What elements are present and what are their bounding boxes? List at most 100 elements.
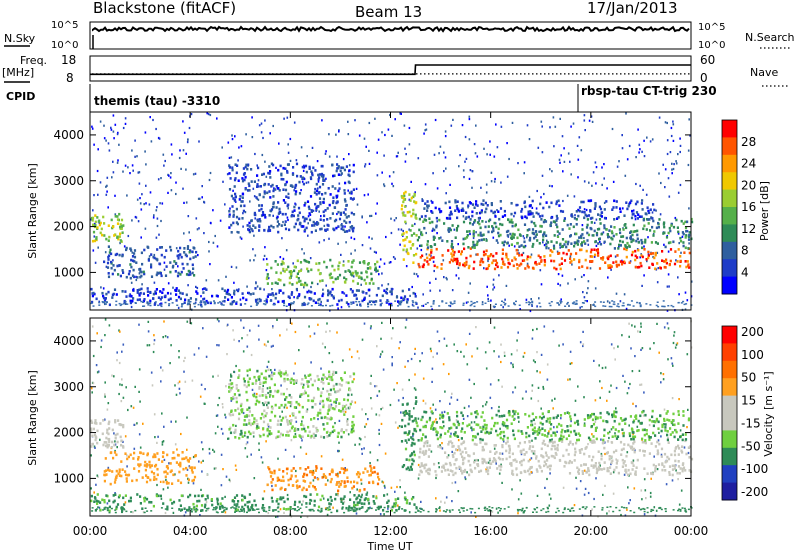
echo-cell — [615, 206, 618, 209]
echo-cell — [286, 420, 289, 424]
echo-cell — [328, 273, 331, 277]
echo-cell — [321, 193, 324, 196]
echo-cell — [286, 378, 289, 381]
echo-point — [677, 478, 679, 481]
echo-cell — [540, 225, 543, 228]
echo-cell — [216, 294, 219, 298]
echo-cell — [387, 499, 390, 503]
echo-cell — [354, 293, 358, 297]
echo-cell — [285, 434, 288, 437]
echo-point — [163, 261, 166, 264]
echo-point — [614, 432, 616, 435]
echo-cell — [406, 298, 409, 302]
echo-cell — [133, 252, 136, 255]
echo-cell — [155, 493, 158, 496]
echo-point — [512, 365, 514, 369]
echo-cell — [593, 229, 596, 233]
echo-point — [263, 343, 266, 346]
echo-point — [493, 350, 495, 353]
echo-cell — [424, 219, 428, 222]
echo-cell — [267, 171, 270, 175]
echo-point — [517, 331, 519, 334]
echo-cell — [390, 287, 393, 291]
echo-point — [301, 439, 303, 442]
echo-cell — [91, 442, 94, 446]
echo-cell — [664, 260, 667, 263]
echo-cell — [321, 279, 324, 282]
echo-cell — [461, 207, 464, 211]
echo-point — [470, 421, 473, 424]
echo-cell — [192, 506, 196, 510]
echo-point — [249, 200, 251, 203]
echo-point — [473, 459, 476, 462]
echo-point — [594, 399, 597, 402]
echo-point — [179, 149, 181, 152]
echo-cell — [305, 170, 308, 174]
echo-point — [660, 381, 662, 384]
echo-point — [262, 384, 264, 387]
echo-cell — [569, 234, 572, 237]
echo-point — [583, 493, 586, 496]
echo-cell — [271, 205, 275, 209]
echo-ground — [221, 300, 224, 302]
echo-cell — [454, 258, 457, 261]
echo-cell — [340, 298, 343, 302]
echo-point — [294, 432, 297, 436]
echo-cell — [277, 502, 280, 506]
echo-point — [552, 116, 555, 119]
echo-cell — [176, 274, 180, 278]
echo-point — [562, 199, 564, 203]
echo-cell — [181, 292, 184, 295]
echo-cell — [119, 225, 122, 229]
echo-cell — [332, 387, 335, 391]
echo-cell — [537, 254, 540, 258]
echo-ground — [622, 304, 625, 307]
echo-ground — [301, 304, 304, 307]
echo-ground — [503, 304, 506, 306]
echo-cell — [578, 266, 581, 269]
echo-cell — [228, 215, 231, 218]
echo-point — [381, 480, 384, 483]
echo-cell — [191, 471, 194, 474]
echo-point — [439, 145, 442, 148]
echo-cell — [235, 400, 238, 404]
echo-ground — [449, 301, 452, 303]
echo-point — [415, 273, 418, 276]
echo-cell — [320, 509, 323, 513]
echo-point — [328, 133, 330, 136]
echo-cell — [260, 207, 263, 211]
echo-point — [163, 425, 165, 428]
echo-point — [303, 286, 305, 289]
echo-point — [600, 452, 603, 456]
echo-cell — [452, 253, 455, 257]
echo-point — [316, 160, 319, 163]
echo-point — [139, 400, 141, 403]
echo-cell — [512, 264, 515, 268]
echo-cell — [520, 207, 524, 211]
echo-point — [97, 193, 99, 196]
echo-ground — [470, 300, 473, 303]
echo-cell — [343, 398, 346, 401]
echo-cell — [332, 425, 335, 429]
echo-ground — [204, 303, 207, 306]
echo-cell — [406, 211, 409, 214]
echo-point — [95, 483, 97, 486]
echo-cell — [625, 201, 628, 204]
echo-cell — [475, 203, 478, 206]
echo-point — [537, 146, 540, 149]
echo-point — [673, 334, 675, 337]
echo-point — [475, 253, 477, 256]
echo-cell — [282, 496, 285, 499]
echo-point — [686, 230, 689, 233]
echo-point — [202, 459, 204, 462]
echo-ground — [611, 300, 614, 302]
echo-point — [583, 180, 586, 183]
echo-cell — [550, 216, 553, 220]
echo-point — [136, 198, 139, 201]
echo-cell — [570, 214, 573, 217]
echo-cell — [153, 475, 156, 479]
echo-cell — [578, 206, 582, 209]
echo-cell — [257, 166, 260, 170]
echo-point — [232, 329, 234, 332]
echo-cell — [472, 267, 475, 270]
